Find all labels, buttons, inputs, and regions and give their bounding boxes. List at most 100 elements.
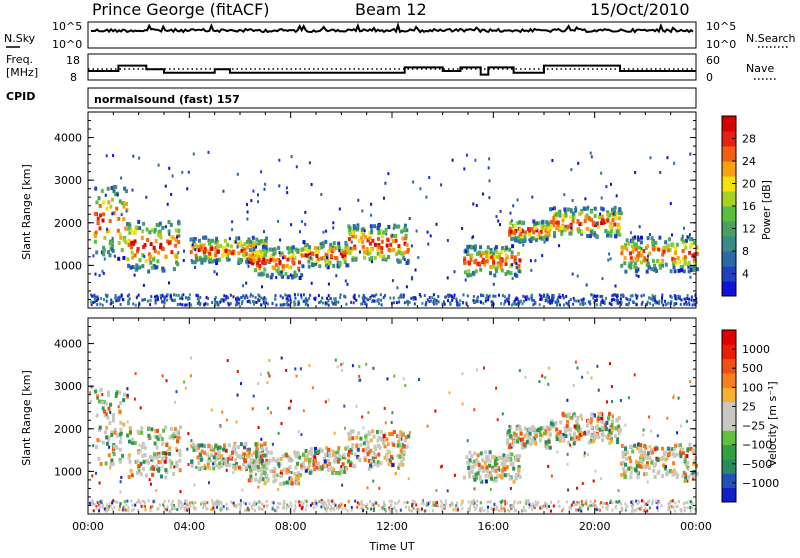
heatmap-cell: [271, 505, 274, 509]
heatmap-cell: [384, 181, 387, 185]
heatmap-cell: [253, 509, 256, 513]
heatmap-cell: [507, 458, 511, 463]
heatmap-cell: [227, 251, 231, 255]
heatmap-cell: [620, 300, 623, 304]
heatmap-cell: [503, 302, 506, 306]
heatmap-cell: [248, 248, 252, 253]
heatmap-cell: [377, 299, 379, 302]
heatmap-cell: [405, 261, 409, 265]
heatmap-cell: [244, 252, 248, 256]
colorbar-tick-label: 20: [742, 178, 756, 191]
heatmap-cell: [625, 238, 629, 243]
heatmap-cell: [355, 298, 358, 302]
heatmap-cell: [490, 254, 494, 259]
heatmap-cell: [674, 443, 677, 448]
heatmap-cell: [486, 509, 489, 513]
heatmap-cell: [508, 302, 510, 306]
heatmap-cell: [479, 509, 482, 513]
heatmap-cell: [189, 302, 192, 306]
heatmap-cell: [545, 445, 549, 450]
heatmap-cell: [544, 376, 547, 380]
heatmap-cell: [685, 302, 688, 306]
heatmap-cell: [380, 303, 383, 307]
heatmap-cell: [484, 450, 488, 455]
heatmap-cell: [116, 500, 119, 504]
heatmap-cell: [674, 297, 677, 301]
heatmap-cell: [130, 499, 133, 503]
heatmap-cell: [431, 509, 434, 513]
heatmap-cell: [615, 194, 618, 198]
heatmap-cell: [537, 221, 541, 226]
y-tick-label: 1000: [54, 259, 82, 272]
heatmap-cell: [437, 295, 440, 299]
heatmap-cell: [396, 501, 399, 505]
heatmap-cell: [539, 229, 543, 234]
heatmap-cell: [159, 503, 161, 507]
heatmap-cell: [109, 410, 112, 414]
heatmap-cell: [585, 283, 588, 287]
heatmap-cell: [333, 508, 336, 512]
heatmap-cell: [675, 242, 679, 247]
heatmap-cell: [301, 505, 304, 509]
heatmap-cell: [380, 507, 383, 511]
heatmap-cell: [579, 504, 582, 508]
heatmap-cell: [119, 504, 121, 508]
heatmap-cell: [373, 461, 377, 466]
heatmap-cell: [288, 255, 292, 260]
heatmap-cell: [635, 464, 639, 469]
heatmap-cell: [115, 391, 119, 396]
heatmap-cell: [147, 433, 151, 438]
heatmap-cell: [125, 201, 128, 206]
heatmap-cell: [120, 294, 123, 298]
heatmap-cell: [153, 435, 156, 439]
heatmap-cell: [405, 243, 409, 248]
colorbar-cell: [722, 146, 736, 162]
heatmap-cell: [308, 463, 312, 468]
heatmap-cell: [490, 303, 493, 307]
heatmap-cell: [469, 504, 472, 508]
heatmap-cell: [205, 465, 209, 470]
heatmap-cell: [497, 509, 500, 513]
heatmap-cell: [531, 195, 534, 199]
heatmap-cell: [515, 261, 518, 265]
heatmap-cell: [503, 295, 506, 299]
heatmap-cell: [642, 500, 645, 503]
heatmap-cell: [323, 459, 327, 464]
heatmap-cell: [195, 465, 198, 469]
heatmap-cell: [520, 221, 524, 226]
heatmap-cell: [137, 430, 141, 435]
heatmap-cell: [279, 502, 282, 505]
heatmap-cell: [636, 461, 640, 466]
heatmap-cell: [207, 150, 210, 154]
heatmap-cell: [658, 500, 661, 504]
heatmap-cell: [206, 256, 210, 261]
heatmap-cell: [247, 242, 251, 247]
colorbar-cell: [722, 358, 736, 374]
heatmap-cell: [312, 462, 316, 467]
heatmap-cell: [168, 451, 171, 456]
heatmap-cell: [98, 427, 102, 432]
heatmap-cell: [518, 301, 521, 305]
heatmap-cell: [592, 431, 596, 436]
heatmap-cell: [293, 472, 297, 476]
heatmap-cell: [506, 270, 510, 274]
heatmap-cell: [179, 500, 182, 504]
heatmap-cell: [578, 229, 582, 233]
heatmap-cell: [260, 453, 264, 458]
heatmap-cell: [590, 376, 593, 380]
heatmap-cell: [243, 242, 247, 246]
heatmap-cell: [113, 505, 116, 509]
heatmap-cell: [425, 195, 428, 199]
heatmap-cell: [503, 509, 506, 513]
heatmap-cell: [174, 298, 176, 302]
heatmap-cell: [132, 241, 136, 246]
heatmap-cell: [633, 373, 636, 377]
heatmap-cell: [378, 302, 380, 305]
heatmap-cell: [419, 187, 422, 191]
heatmap-cell: [159, 235, 163, 240]
heatmap-cell: [103, 400, 107, 405]
heatmap-cell: [239, 240, 243, 245]
heatmap-cell: [225, 418, 228, 422]
heatmap-cell: [625, 296, 628, 300]
heatmap-cell: [286, 246, 290, 251]
